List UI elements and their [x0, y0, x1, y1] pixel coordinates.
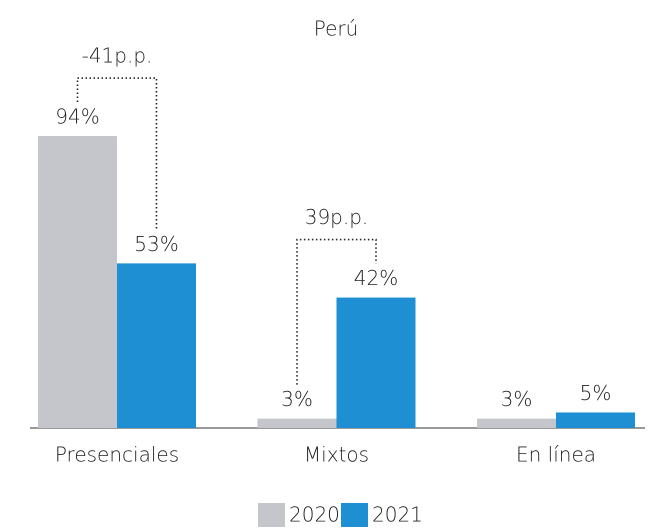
- bracket: [296, 238, 377, 385]
- bar: [38, 136, 117, 428]
- value-label: 3%: [501, 387, 533, 411]
- bar: [117, 263, 196, 428]
- value-label: 42%: [354, 266, 398, 290]
- legend-label: 2021: [372, 503, 423, 527]
- bar: [336, 297, 416, 428]
- value-label: 3%: [281, 387, 313, 411]
- x-tick-label: Presenciales: [55, 443, 179, 467]
- value-label: 94%: [55, 105, 99, 129]
- value-label: 53%: [134, 232, 178, 256]
- bracket: [76, 77, 158, 230]
- annotation: 39p.p.: [305, 205, 369, 229]
- legend-swatch: [258, 503, 285, 527]
- bar: [257, 418, 337, 428]
- bar: [556, 412, 635, 428]
- chart-title: Perú: [314, 17, 359, 41]
- legend-swatch: [341, 503, 368, 527]
- x-tick-label: En línea: [516, 443, 596, 467]
- x-tick-label: Mixtos: [304, 443, 369, 467]
- legend-label: 2020: [289, 503, 340, 527]
- annotation: -41p.p.: [82, 44, 153, 68]
- value-label: 5%: [580, 381, 612, 405]
- bar: [477, 418, 556, 428]
